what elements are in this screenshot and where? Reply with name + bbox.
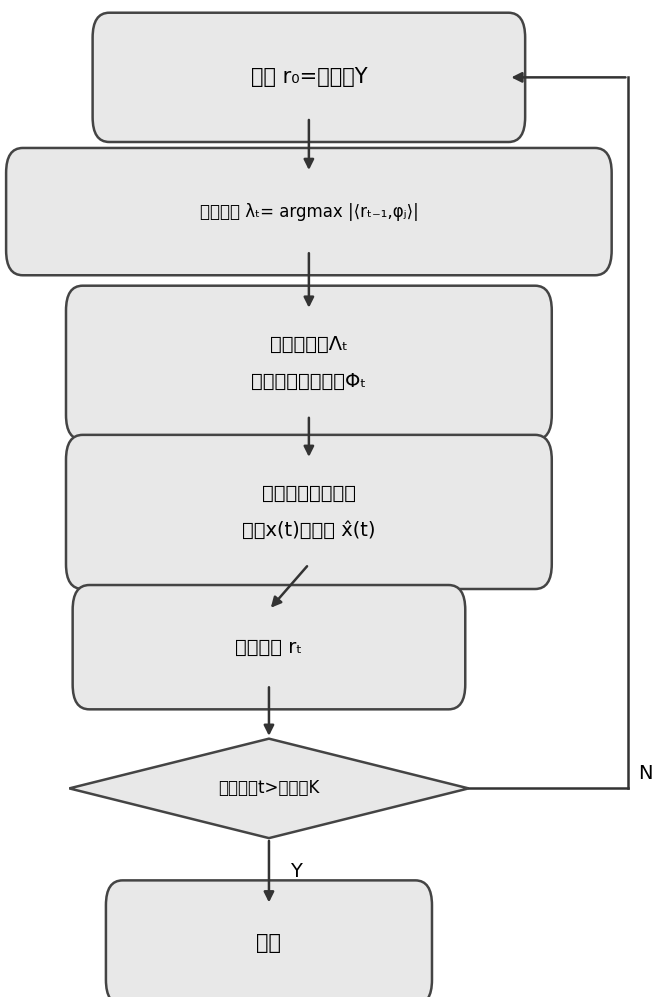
Text: 记录重建原子集合Φₜ: 记录重建原子集合Φₜ — [252, 372, 366, 391]
Text: 迭代次数t>稀疏度K: 迭代次数t>稀疏度K — [218, 779, 319, 797]
Text: N: N — [637, 764, 652, 783]
Polygon shape — [69, 739, 468, 838]
Text: 由最小二乘法得到: 由最小二乘法得到 — [262, 484, 356, 503]
FancyBboxPatch shape — [66, 435, 552, 589]
Text: 信号x(t)的递近 x̂(t): 信号x(t)的递近 x̂(t) — [242, 521, 376, 540]
FancyBboxPatch shape — [66, 286, 552, 440]
Text: 残差 r₀=测量値Y: 残差 r₀=测量値Y — [250, 67, 367, 87]
Text: 记录下标 λₜ= argmax |⟨rₜ₋₁,φⱼ⟩|: 记录下标 λₜ= argmax |⟨rₜ₋₁,φⱼ⟩| — [199, 203, 418, 221]
Text: 结束: 结束 — [256, 933, 281, 953]
FancyBboxPatch shape — [93, 13, 525, 142]
FancyBboxPatch shape — [106, 880, 432, 1000]
FancyBboxPatch shape — [72, 585, 465, 709]
Text: Y: Y — [290, 862, 301, 881]
FancyBboxPatch shape — [6, 148, 612, 275]
Text: 更新残差 rₜ: 更新残差 rₜ — [236, 638, 303, 657]
Text: 更新索引集Λₜ: 更新索引集Λₜ — [270, 334, 348, 353]
